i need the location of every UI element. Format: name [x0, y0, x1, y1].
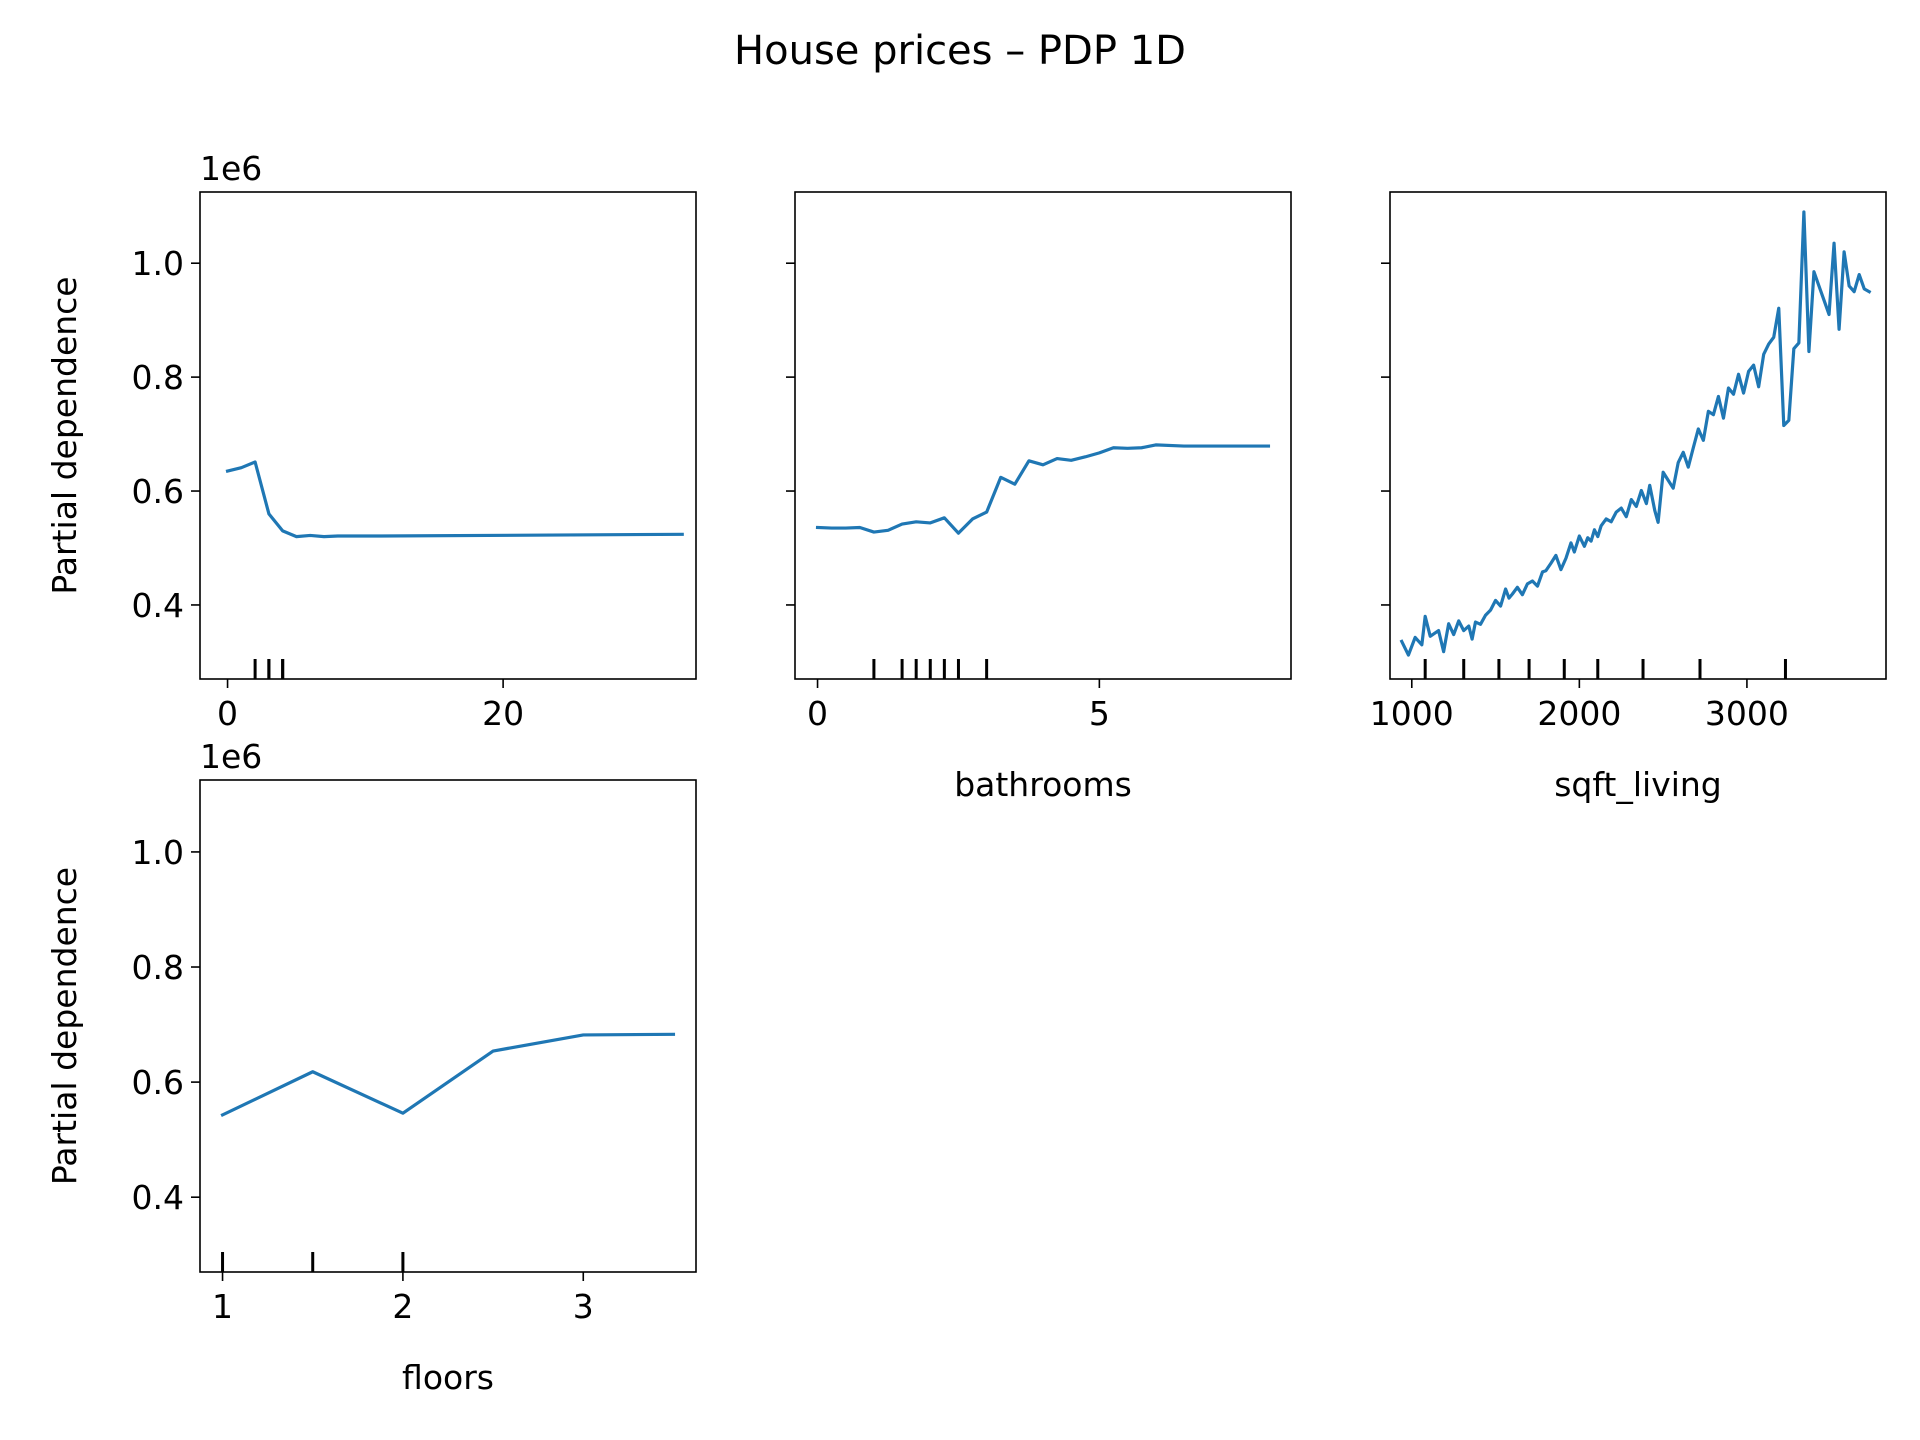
x-axis-label: floors: [402, 1358, 494, 1397]
axes-frame: [1389, 191, 1887, 680]
x-tick-label: 0: [217, 694, 238, 733]
figure-title: House prices – PDP 1D: [734, 28, 1186, 74]
subplot-1: 0 20 0.4 0.6 0.8 1.0 1e6 Partial dependence: [45, 149, 697, 733]
x-tick-label: 2000: [1537, 694, 1621, 733]
y-axis-label: Partial dependence: [45, 867, 84, 1185]
x-tick-label: 20: [482, 694, 524, 733]
pd-line: [220, 1032, 676, 1118]
axes-frame: [794, 191, 1292, 680]
x-axis-label: bathrooms: [954, 765, 1132, 804]
x-tick-label: 1: [212, 1287, 233, 1326]
y-tick-label: 0.4: [132, 1178, 184, 1217]
y-tick-label: 0.8: [132, 358, 184, 397]
x-axis-label: sqft_living: [1554, 765, 1722, 804]
pd-line: [1399, 210, 1872, 657]
y-tick-label: 0.6: [132, 472, 184, 511]
y-tick-label: 0.4: [132, 586, 184, 625]
x-tick-label: 3000: [1705, 694, 1789, 733]
y-tick-label: 0.8: [132, 948, 184, 987]
x-tick-label: 1000: [1370, 694, 1454, 733]
x-tick-label: 2: [392, 1287, 413, 1326]
subplot-3: 1000 2000 3000 sqft_living: [1370, 191, 1887, 804]
subplot-2: 0 5 bathrooms: [786, 191, 1292, 804]
axes-frame: [199, 779, 697, 1273]
pd-line: [815, 443, 1271, 535]
x-tick-label: 0: [807, 694, 828, 733]
y-offset-label: 1e6: [200, 149, 262, 188]
y-tick-label: 1.0: [132, 244, 184, 283]
y-tick-label: 1.0: [132, 833, 184, 872]
y-offset-label: 1e6: [200, 737, 262, 776]
subplot-grid: 0 20 0.4 0.6 0.8 1.0 1e6 Partial dependence 0 5 ba…: [45, 149, 1887, 1397]
x-tick-label: 3: [573, 1287, 594, 1326]
x-tick-label: 5: [1089, 694, 1110, 733]
pd-line: [225, 460, 684, 539]
axes-frame: [199, 191, 697, 680]
y-tick-label: 0.6: [132, 1063, 184, 1102]
subplot-4: 1 2 3 0.4 0.6 0.8 1.0 1e6 Partial dependence floo…: [45, 737, 697, 1397]
y-axis-label: Partial dependence: [45, 276, 84, 594]
